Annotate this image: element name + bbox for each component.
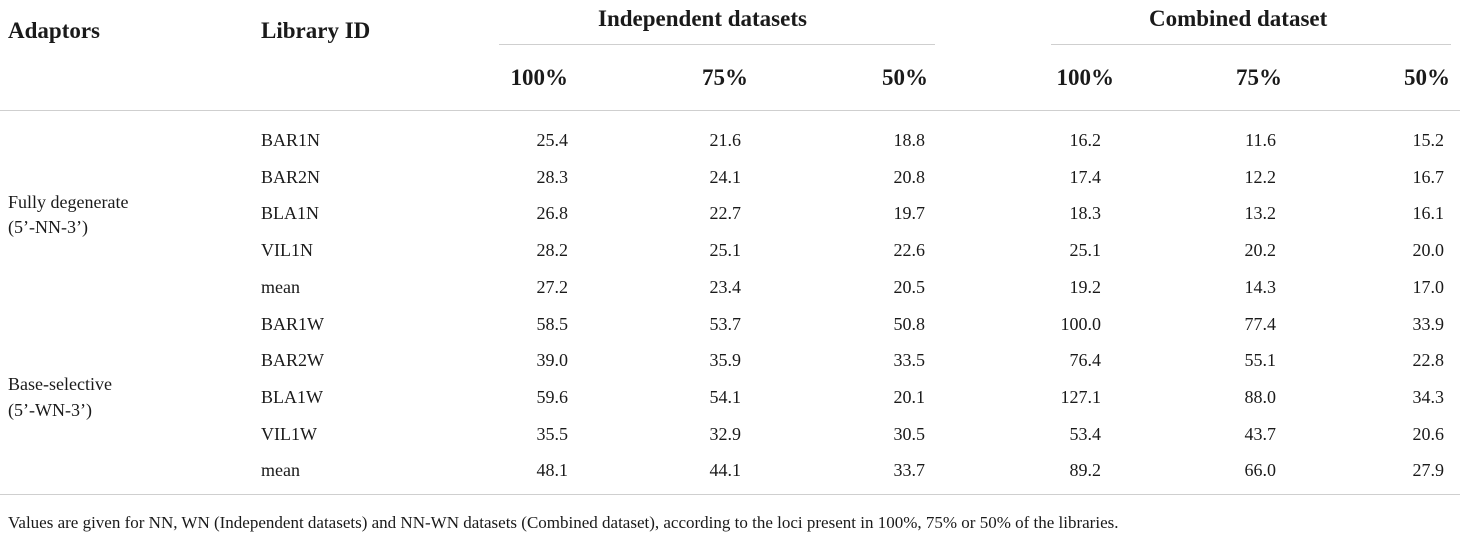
group-label-fully-degenerate: Fully degenerate (8, 192, 129, 212)
footnote: Values are given for NN, WN (Independent… (8, 513, 1119, 532)
group-label-fully-degenerate-seq: (5’-NN-3’) (8, 217, 88, 237)
value-cell: 13.2 (1244, 203, 1277, 224)
value-cell: 14.3 (1244, 276, 1277, 297)
value-cell: 11.6 (1245, 130, 1276, 150)
value-cell: 33.9 (1412, 313, 1445, 334)
value-cell: 54.1 (709, 386, 742, 407)
value-cell: 59.6 (536, 386, 569, 407)
value-cell: 16.2 (1069, 130, 1102, 150)
value-cell: 20.1 (893, 386, 926, 407)
value-cell: 39.0 (536, 350, 569, 371)
value-cell: 20.2 (1244, 240, 1277, 261)
value-cell: 53.4 (1069, 423, 1102, 444)
header-independent-datasets: Independent datasets (598, 6, 807, 31)
value-cell: 55.1 (1244, 350, 1277, 371)
value-cell: 25.1 (1069, 240, 1102, 261)
header-combined-dataset: Combined dataset (1149, 6, 1328, 31)
value-cell: 16.1 (1412, 203, 1445, 224)
value-cell: 21.6 (709, 130, 742, 150)
value-cell: 32.9 (709, 423, 742, 444)
subheader-combined-50: 50% (1404, 65, 1450, 90)
value-cell: 35.9 (709, 350, 742, 371)
value-cell: 27.2 (536, 276, 569, 297)
header-library-id: Library ID (261, 18, 371, 43)
header-bottom-rule (0, 110, 1460, 111)
value-cell: 100.0 (1060, 313, 1102, 334)
subheader-independent-75: 75% (702, 65, 748, 90)
library-id-cell: mean (261, 460, 300, 481)
library-id-cell: BAR1N (261, 130, 321, 150)
value-cell: 15.2 (1412, 130, 1445, 150)
value-cell: 18.8 (893, 130, 926, 150)
value-cell: 25.1 (709, 240, 742, 261)
value-cell: 43.7 (1244, 423, 1277, 444)
value-cell: 27.9 (1412, 460, 1445, 481)
value-cell: 33.5 (893, 350, 926, 371)
library-id-cell: BLA1N (261, 203, 319, 224)
value-cell: 76.4 (1069, 350, 1102, 371)
value-cell: 58.5 (536, 313, 569, 334)
library-id-cell: mean (261, 276, 300, 297)
combined-group-rule (1051, 44, 1451, 45)
value-cell: 19.7 (893, 203, 926, 224)
value-cell: 77.4 (1244, 313, 1277, 334)
subheader-independent-100: 100% (510, 65, 569, 90)
value-cell: 23.4 (709, 276, 742, 297)
value-cell: 44.1 (709, 460, 742, 481)
value-cell: 35.5 (536, 423, 569, 444)
value-cell: 88.0 (1244, 386, 1277, 407)
library-id-cell: BAR1W (261, 313, 324, 334)
group-label-base-selective: Base-selective (8, 374, 112, 394)
value-cell: 22.8 (1412, 350, 1445, 371)
value-cell: 18.3 (1069, 203, 1102, 224)
value-cell: 20.0 (1412, 240, 1445, 261)
value-cell: 28.3 (536, 166, 569, 187)
value-cell: 19.2 (1069, 276, 1102, 297)
value-cell: 24.1 (709, 166, 742, 187)
value-cell: 26.8 (536, 203, 569, 224)
value-cell: 30.5 (893, 423, 926, 444)
header-adaptors: Adaptors (8, 18, 101, 43)
subheader-combined-100: 100% (1056, 65, 1115, 90)
value-cell: 20.8 (893, 166, 926, 187)
value-cell: 22.7 (709, 203, 742, 224)
value-cell: 17.4 (1069, 166, 1102, 187)
value-cell: 53.7 (709, 313, 742, 334)
value-cell: 20.6 (1412, 423, 1445, 444)
value-cell: 34.3 (1412, 386, 1445, 407)
value-cell: 25.4 (536, 130, 569, 150)
value-cell: 22.6 (893, 240, 926, 261)
value-cell: 66.0 (1244, 460, 1277, 481)
value-cell: 17.0 (1412, 276, 1445, 297)
subheader-independent-50: 50% (882, 65, 928, 90)
value-cell: 48.1 (536, 460, 569, 481)
value-cell: 89.2 (1069, 460, 1102, 481)
value-cell: 33.7 (893, 460, 926, 481)
library-id-cell: VIL1N (261, 240, 313, 261)
library-id-cell: BLA1W (261, 386, 323, 407)
library-id-cell: BAR2N (261, 166, 321, 187)
library-id-cell: BAR2W (261, 350, 324, 371)
value-cell: 12.2 (1244, 166, 1277, 187)
table-bottom-rule (0, 494, 1460, 495)
group-label-base-selective-seq: (5’-WN-3’) (8, 400, 92, 420)
value-cell: 20.5 (893, 276, 926, 297)
value-cell: 16.7 (1412, 166, 1445, 187)
library-id-cell: VIL1W (261, 423, 317, 444)
value-cell: 50.8 (893, 313, 926, 334)
independent-group-rule (499, 44, 935, 45)
value-cell: 127.1 (1060, 386, 1102, 407)
subheader-combined-75: 75% (1236, 65, 1282, 90)
value-cell: 28.2 (536, 240, 569, 261)
